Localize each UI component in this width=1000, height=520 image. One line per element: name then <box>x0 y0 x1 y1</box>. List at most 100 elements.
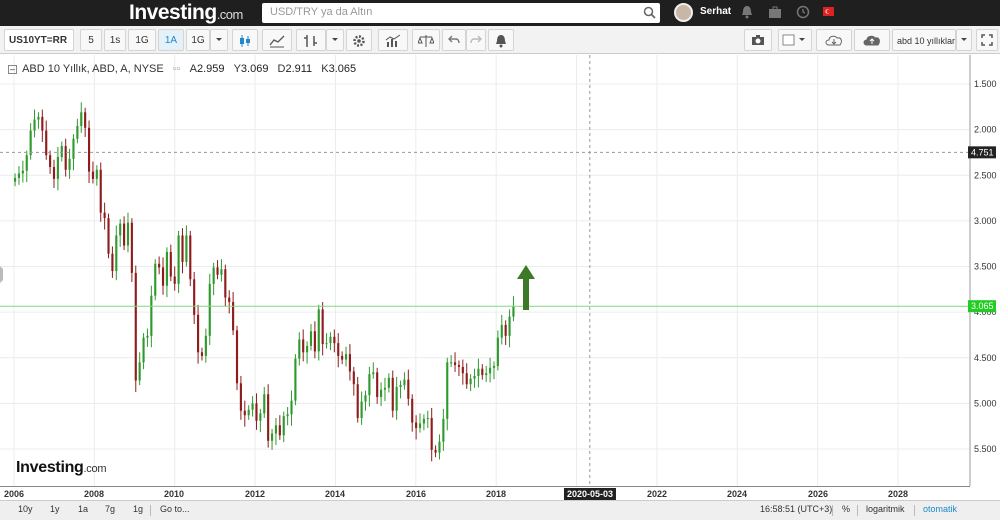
interval-1a[interactable]: 1A <box>158 29 184 51</box>
crosshair-date-label: 2020-05-03 <box>563 488 617 500</box>
search-icon[interactable] <box>643 6 656 22</box>
candle-body <box>181 235 184 262</box>
candle-body <box>329 336 332 344</box>
avatar[interactable] <box>674 3 693 22</box>
saved-layout-select[interactable]: abd 10 yıllıklar <box>892 29 956 51</box>
interval-1s[interactable]: 1s <box>104 29 126 51</box>
log-scale-toggle[interactable]: logaritmik <box>866 504 905 514</box>
camera-snapshot-icon[interactable] <box>744 29 772 51</box>
candle-body <box>418 423 422 429</box>
y-tick-label: 2.500 <box>974 170 997 180</box>
candle-body <box>72 138 75 159</box>
candle-body <box>282 416 285 436</box>
candle-body <box>356 384 359 418</box>
site-search-input[interactable]: USD/TRY ya da Altın <box>262 3 660 23</box>
indicators-icon[interactable] <box>262 29 292 51</box>
interval-1g[interactable]: 1G <box>128 29 156 51</box>
candle-body <box>504 324 507 336</box>
investing-logo[interactable]: Investing.com <box>129 1 243 25</box>
legend-low: D2.911 <box>277 63 313 75</box>
candle-body <box>224 269 227 298</box>
y-tick-label: 1.500 <box>974 79 997 89</box>
price-axis[interactable]: 5.5005.0004.5004.0003.5003.0002.5002.000… <box>968 55 997 486</box>
balance-scale-icon[interactable] <box>412 29 440 51</box>
interval-5[interactable]: 5 <box>80 29 102 51</box>
interval-dropdown-chevron-icon[interactable] <box>210 29 228 51</box>
candle-body <box>169 251 172 277</box>
candle-body <box>200 352 204 356</box>
cloud-upload-icon[interactable] <box>854 29 890 51</box>
candle-body <box>111 253 114 272</box>
candle-body <box>134 272 137 381</box>
candle-body <box>286 414 289 417</box>
background-color-picker[interactable] <box>778 29 812 51</box>
clock-icon[interactable] <box>796 5 810 22</box>
candle-body <box>294 358 297 401</box>
bell-icon[interactable] <box>741 5 753 22</box>
candle-body <box>251 403 254 410</box>
time-axis[interactable]: 2006 2008 2010 2012 2014 2016 2018 2020-… <box>0 486 970 500</box>
symbol-input[interactable]: US10YT=RR <box>4 29 74 51</box>
candle-body <box>512 306 515 317</box>
candle-body <box>208 283 211 336</box>
y-tick-label: 5.500 <box>974 444 997 454</box>
redo-icon[interactable] <box>466 29 486 51</box>
candle-body <box>422 418 425 424</box>
fullscreen-icon[interactable] <box>976 29 998 51</box>
interval-1g-custom[interactable]: 1G <box>186 29 210 51</box>
auto-scale-toggle[interactable]: otomatik <box>923 504 958 514</box>
alert-bell-icon[interactable] <box>488 29 514 51</box>
chart-overlays <box>0 55 970 486</box>
search-placeholder: USD/TRY ya da Altın <box>270 6 373 18</box>
username[interactable]: Serhat <box>700 6 732 17</box>
legend-title: ABD 10 Yıllık, ABD, A, NYSE <box>22 63 164 75</box>
candle-body <box>278 425 281 436</box>
legend-close: K3.065 <box>321 63 357 75</box>
candle-body <box>352 371 355 385</box>
candles-style-icon[interactable] <box>232 29 258 51</box>
candle-body <box>87 127 91 172</box>
divider <box>832 505 833 516</box>
candle-body <box>150 295 153 336</box>
volume-chart-icon[interactable] <box>378 29 408 51</box>
candle-body <box>204 335 207 356</box>
compare-icon[interactable] <box>296 29 326 51</box>
candle-body <box>84 112 87 128</box>
candle-body <box>76 125 79 139</box>
undo-icon[interactable] <box>442 29 466 51</box>
divider <box>150 505 151 516</box>
candle-body <box>21 170 24 174</box>
layout-dropdown-chevron-icon[interactable] <box>956 29 972 51</box>
briefcase-icon[interactable] <box>768 5 782 22</box>
candle-body <box>469 378 472 385</box>
turkey-flag-icon[interactable] <box>823 7 834 19</box>
candle-body <box>341 355 344 360</box>
candle-body <box>290 400 293 415</box>
settings-gear-icon[interactable] <box>346 29 372 51</box>
range-1y-button[interactable]: 1y <box>50 504 60 514</box>
candle-body <box>364 395 367 402</box>
range-1a-button[interactable]: 1a <box>78 504 89 514</box>
cloud-download-icon[interactable] <box>816 29 852 51</box>
range-7g-button[interactable]: 7g <box>105 504 116 514</box>
current-time: 16:58:51 (UTC+3) <box>760 504 833 514</box>
legend-high: Y3.069 <box>233 63 269 75</box>
x-tick-label: 2028 <box>887 489 909 499</box>
x-tick-label: 2016 <box>405 489 427 499</box>
candle-body <box>196 314 200 353</box>
compare-dropdown-chevron-icon[interactable] <box>326 29 344 51</box>
candle-body <box>60 146 63 157</box>
candle-body <box>508 316 511 336</box>
range-10y-button[interactable]: 10y <box>18 504 33 514</box>
range-1g-button[interactable]: 1g <box>133 504 144 514</box>
percent-scale-toggle[interactable]: % <box>842 504 851 514</box>
x-tick-label: 2012 <box>244 489 266 499</box>
candle-body <box>485 373 488 376</box>
price-chart[interactable]: 5.5005.0004.5004.0003.5003.0002.5002.000… <box>0 55 1000 486</box>
collapse-legend-icon[interactable]: – <box>8 63 17 74</box>
y-tick-label: 4.500 <box>974 353 997 363</box>
candle-body <box>91 171 95 179</box>
goto-date-button[interactable]: Go to... <box>160 504 190 514</box>
candle-body <box>426 417 429 419</box>
legend-settings-icon[interactable]: ▫▫ <box>172 63 181 75</box>
